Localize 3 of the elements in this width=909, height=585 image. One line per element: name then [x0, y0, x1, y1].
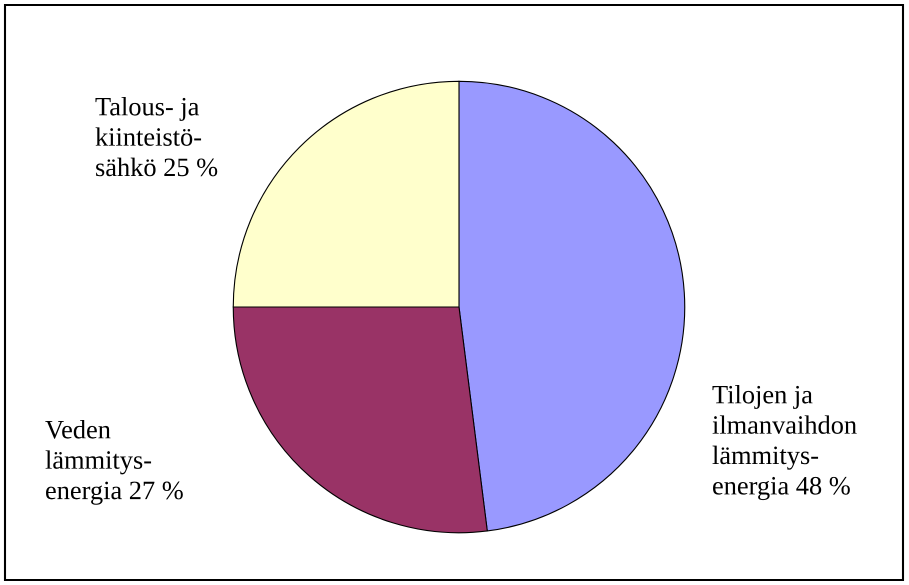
slice-label: Veden lämmitys- energia 27 %	[45, 420, 183, 505]
slice-label: Tilojen ja ilmanvaihdon lämmitys- energia 48 %	[712, 385, 857, 500]
slice-label: Talous- ja kiinteistö- sähkö 25 %	[95, 97, 218, 176]
